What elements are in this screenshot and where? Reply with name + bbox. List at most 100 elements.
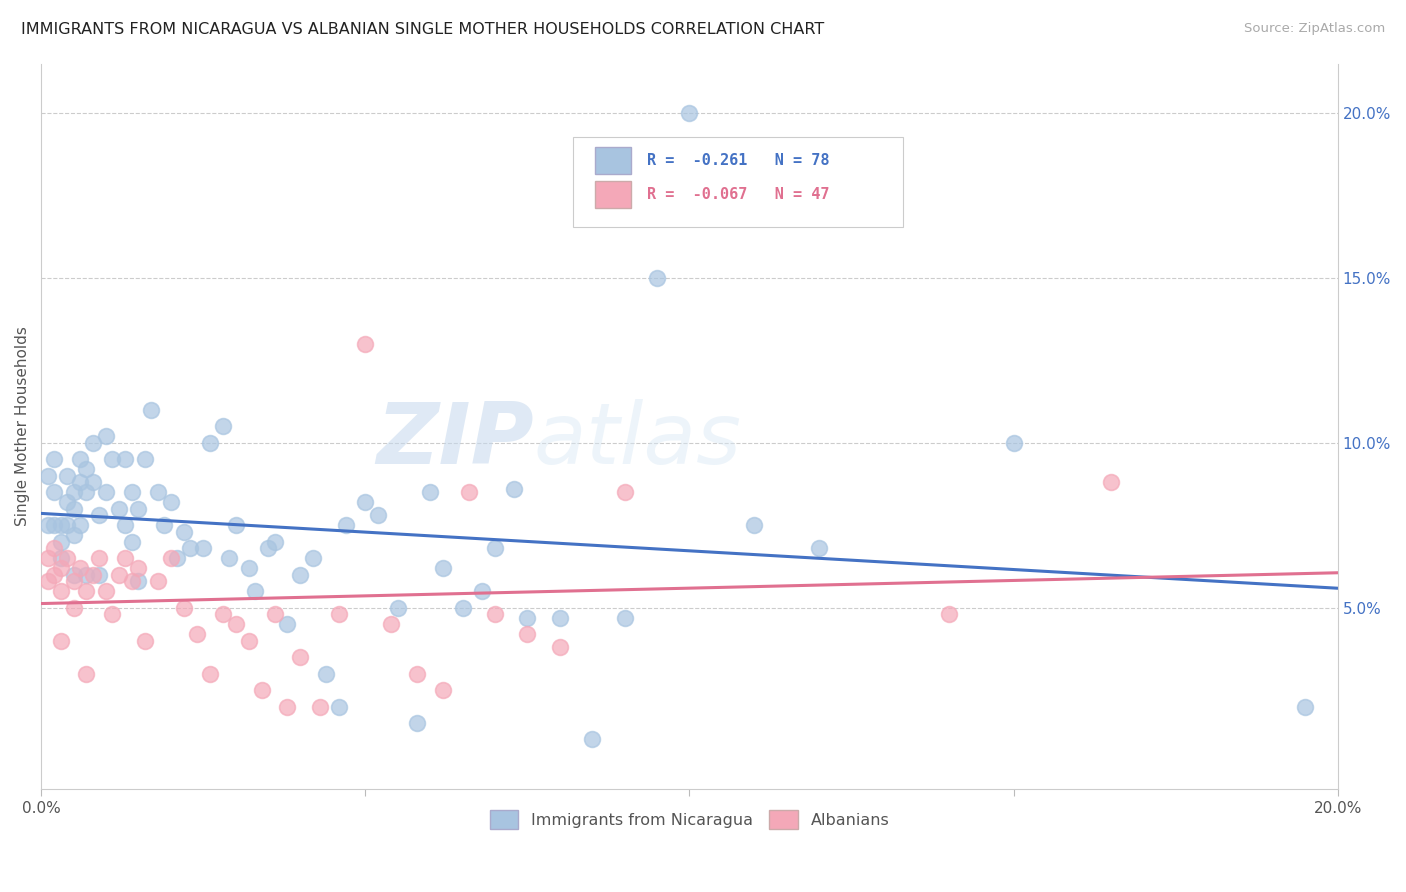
Point — [1294, 699, 1316, 714]
Point — [42, 567, 65, 582]
Point — [742, 518, 765, 533]
Point — [1099, 475, 1122, 490]
Point — [250, 683, 273, 698]
Point — [62, 574, 84, 589]
Point — [37, 574, 59, 589]
Point — [406, 716, 429, 731]
Point — [302, 551, 325, 566]
Point — [263, 607, 285, 622]
Point — [76, 666, 98, 681]
Point — [121, 485, 143, 500]
Point — [516, 627, 538, 641]
Point — [613, 485, 636, 500]
Point — [37, 469, 59, 483]
Point — [218, 551, 240, 566]
Point — [678, 106, 700, 120]
Y-axis label: Single Mother Households: Single Mother Households — [15, 326, 30, 526]
Point — [186, 627, 208, 641]
Point — [121, 534, 143, 549]
Point — [127, 574, 149, 589]
Point — [69, 518, 91, 533]
Point — [94, 584, 117, 599]
Point — [42, 452, 65, 467]
Point — [159, 551, 181, 566]
Point — [146, 485, 169, 500]
Point — [114, 518, 136, 533]
Point — [198, 436, 221, 450]
Point — [432, 561, 454, 575]
Point — [69, 561, 91, 575]
Point — [49, 534, 72, 549]
Point — [193, 541, 215, 556]
Point — [89, 508, 111, 523]
FancyBboxPatch shape — [572, 136, 904, 227]
Point — [581, 732, 603, 747]
Point — [56, 518, 79, 533]
Point — [62, 501, 84, 516]
Point — [141, 403, 163, 417]
Point — [82, 436, 104, 450]
Point — [432, 683, 454, 698]
Point — [276, 699, 298, 714]
Point — [42, 541, 65, 556]
Text: IMMIGRANTS FROM NICARAGUA VS ALBANIAN SINGLE MOTHER HOUSEHOLDS CORRELATION CHART: IMMIGRANTS FROM NICARAGUA VS ALBANIAN SI… — [21, 22, 824, 37]
Text: atlas: atlas — [534, 400, 742, 483]
Point — [367, 508, 389, 523]
Point — [458, 485, 481, 500]
Point — [49, 551, 72, 566]
Point — [238, 633, 260, 648]
Point — [387, 600, 409, 615]
Point — [238, 561, 260, 575]
Point — [94, 429, 117, 443]
Legend: Immigrants from Nicaragua, Albanians: Immigrants from Nicaragua, Albanians — [484, 804, 896, 835]
Point — [101, 452, 124, 467]
Point — [166, 551, 188, 566]
Point — [134, 452, 156, 467]
Point — [127, 501, 149, 516]
Point — [328, 607, 350, 622]
Point — [69, 475, 91, 490]
Point — [76, 462, 98, 476]
Point — [548, 610, 571, 624]
Point — [62, 600, 84, 615]
Point — [89, 551, 111, 566]
Point — [82, 475, 104, 490]
Point — [290, 650, 312, 665]
Point — [153, 518, 176, 533]
Point — [613, 610, 636, 624]
Point — [276, 617, 298, 632]
Point — [76, 485, 98, 500]
Point — [484, 541, 506, 556]
Point — [211, 419, 233, 434]
Text: ZIP: ZIP — [377, 400, 534, 483]
Point — [645, 271, 668, 285]
Point — [503, 482, 526, 496]
Point — [354, 495, 377, 509]
Point — [76, 584, 98, 599]
Point — [548, 640, 571, 655]
Text: Source: ZipAtlas.com: Source: ZipAtlas.com — [1244, 22, 1385, 36]
Point — [108, 567, 131, 582]
Point — [380, 617, 402, 632]
Point — [263, 534, 285, 549]
Point — [76, 567, 98, 582]
Point — [1002, 436, 1025, 450]
Point — [257, 541, 280, 556]
Point — [315, 666, 337, 681]
Point — [62, 485, 84, 500]
Point — [82, 567, 104, 582]
Point — [134, 633, 156, 648]
Point — [173, 524, 195, 539]
Point — [94, 485, 117, 500]
Point — [211, 607, 233, 622]
Text: R =  -0.261   N = 78: R = -0.261 N = 78 — [647, 153, 830, 168]
Point — [173, 600, 195, 615]
Point — [309, 699, 332, 714]
Text: R =  -0.067   N = 47: R = -0.067 N = 47 — [647, 187, 830, 202]
Point — [159, 495, 181, 509]
Point — [335, 518, 357, 533]
Point — [56, 551, 79, 566]
Point — [451, 600, 474, 615]
Point — [108, 501, 131, 516]
Point — [42, 485, 65, 500]
